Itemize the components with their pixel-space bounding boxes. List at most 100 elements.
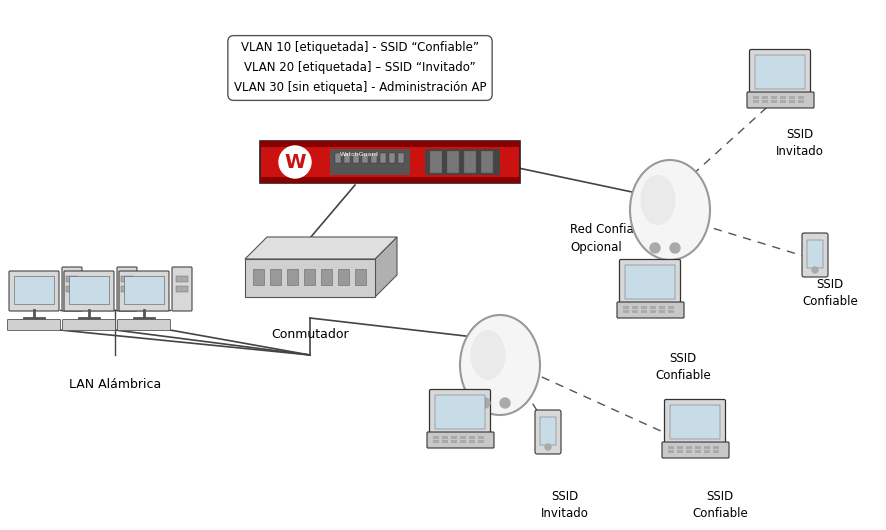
FancyBboxPatch shape (780, 96, 786, 99)
Ellipse shape (460, 315, 540, 415)
FancyBboxPatch shape (750, 49, 811, 94)
FancyBboxPatch shape (260, 177, 520, 183)
FancyBboxPatch shape (69, 276, 109, 304)
FancyBboxPatch shape (433, 440, 439, 443)
FancyBboxPatch shape (670, 405, 720, 439)
FancyBboxPatch shape (659, 310, 665, 313)
FancyBboxPatch shape (771, 96, 777, 99)
Text: SSID
Confiable: SSID Confiable (802, 278, 858, 308)
FancyBboxPatch shape (14, 276, 54, 304)
FancyBboxPatch shape (650, 310, 656, 313)
FancyBboxPatch shape (362, 153, 368, 163)
FancyBboxPatch shape (433, 436, 439, 439)
FancyBboxPatch shape (442, 440, 448, 443)
FancyBboxPatch shape (117, 267, 137, 311)
Circle shape (500, 398, 510, 408)
FancyBboxPatch shape (753, 96, 759, 99)
FancyBboxPatch shape (451, 440, 457, 443)
FancyBboxPatch shape (338, 269, 349, 285)
FancyBboxPatch shape (686, 446, 692, 449)
FancyBboxPatch shape (780, 100, 786, 103)
FancyBboxPatch shape (451, 436, 457, 439)
FancyBboxPatch shape (460, 436, 466, 439)
FancyBboxPatch shape (176, 286, 188, 292)
FancyBboxPatch shape (619, 260, 680, 305)
Ellipse shape (641, 175, 675, 225)
Polygon shape (375, 237, 397, 297)
FancyBboxPatch shape (121, 286, 133, 292)
FancyBboxPatch shape (442, 436, 448, 439)
FancyBboxPatch shape (304, 269, 315, 285)
FancyBboxPatch shape (807, 240, 823, 268)
Text: SSID
Invitado: SSID Invitado (776, 128, 824, 158)
FancyBboxPatch shape (7, 320, 60, 331)
FancyBboxPatch shape (64, 271, 114, 311)
Text: SSID
Confiable: SSID Confiable (655, 352, 711, 382)
FancyBboxPatch shape (789, 100, 795, 103)
FancyBboxPatch shape (121, 276, 133, 282)
Text: Red Confiable/
Opcional: Red Confiable/ Opcional (570, 223, 656, 254)
FancyBboxPatch shape (753, 100, 759, 103)
FancyBboxPatch shape (677, 450, 683, 453)
Ellipse shape (630, 160, 710, 260)
FancyBboxPatch shape (641, 310, 647, 313)
FancyBboxPatch shape (747, 92, 814, 108)
FancyBboxPatch shape (664, 400, 726, 445)
FancyBboxPatch shape (762, 100, 768, 103)
FancyBboxPatch shape (260, 141, 520, 183)
FancyBboxPatch shape (625, 265, 675, 299)
FancyBboxPatch shape (755, 55, 805, 89)
FancyBboxPatch shape (668, 450, 674, 453)
FancyBboxPatch shape (330, 149, 410, 175)
FancyBboxPatch shape (344, 153, 350, 163)
FancyBboxPatch shape (632, 306, 638, 309)
FancyBboxPatch shape (335, 153, 341, 163)
FancyBboxPatch shape (771, 100, 777, 103)
FancyBboxPatch shape (632, 310, 638, 313)
Circle shape (650, 243, 660, 253)
Polygon shape (245, 259, 375, 297)
FancyBboxPatch shape (430, 151, 442, 173)
FancyBboxPatch shape (623, 306, 629, 309)
FancyBboxPatch shape (398, 153, 404, 163)
Circle shape (480, 398, 490, 408)
FancyBboxPatch shape (460, 440, 466, 443)
FancyBboxPatch shape (540, 417, 556, 445)
FancyBboxPatch shape (662, 442, 729, 458)
FancyBboxPatch shape (353, 153, 359, 163)
FancyBboxPatch shape (704, 446, 710, 449)
FancyBboxPatch shape (9, 271, 59, 311)
FancyBboxPatch shape (650, 306, 656, 309)
FancyBboxPatch shape (668, 306, 674, 309)
FancyBboxPatch shape (659, 306, 665, 309)
FancyBboxPatch shape (380, 153, 386, 163)
FancyBboxPatch shape (535, 410, 561, 454)
FancyBboxPatch shape (713, 446, 719, 449)
FancyBboxPatch shape (371, 153, 377, 163)
FancyBboxPatch shape (713, 450, 719, 453)
Ellipse shape (470, 330, 506, 380)
FancyBboxPatch shape (481, 151, 493, 173)
FancyBboxPatch shape (762, 96, 768, 99)
FancyBboxPatch shape (63, 320, 115, 331)
FancyBboxPatch shape (641, 306, 647, 309)
Text: LAN Alámbrica: LAN Alámbrica (69, 378, 161, 391)
FancyBboxPatch shape (478, 440, 484, 443)
FancyBboxPatch shape (66, 276, 78, 282)
Text: W: W (284, 153, 306, 172)
FancyBboxPatch shape (427, 432, 494, 448)
FancyBboxPatch shape (287, 269, 298, 285)
FancyBboxPatch shape (425, 149, 500, 175)
FancyBboxPatch shape (802, 233, 828, 277)
FancyBboxPatch shape (686, 450, 692, 453)
FancyBboxPatch shape (668, 310, 674, 313)
FancyBboxPatch shape (389, 153, 395, 163)
FancyBboxPatch shape (617, 302, 684, 318)
FancyBboxPatch shape (469, 436, 475, 439)
FancyBboxPatch shape (447, 151, 459, 173)
FancyBboxPatch shape (677, 446, 683, 449)
FancyBboxPatch shape (695, 446, 701, 449)
FancyBboxPatch shape (430, 390, 491, 435)
FancyBboxPatch shape (789, 96, 795, 99)
FancyBboxPatch shape (62, 267, 82, 311)
